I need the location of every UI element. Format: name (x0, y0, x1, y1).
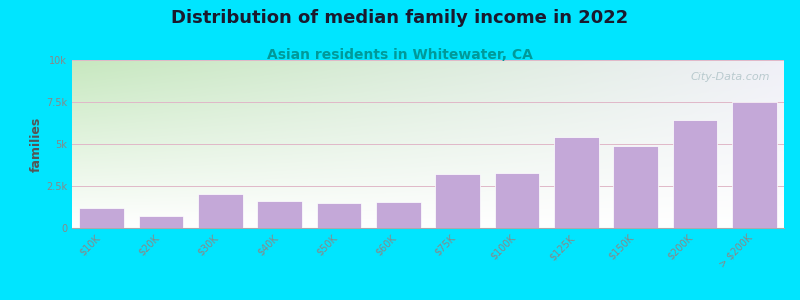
Bar (376, 202, 421, 228)
Bar (673, 121, 718, 228)
Bar (554, 137, 598, 228)
Bar (614, 146, 658, 228)
Bar (435, 174, 480, 228)
Bar (198, 194, 242, 228)
Text: Distribution of median family income in 2022: Distribution of median family income in … (171, 9, 629, 27)
Bar (732, 102, 777, 228)
Bar (317, 203, 362, 228)
Text: City-Data.com: City-Data.com (690, 72, 770, 82)
Bar (258, 201, 302, 228)
Bar (494, 172, 539, 228)
Text: Asian residents in Whitewater, CA: Asian residents in Whitewater, CA (267, 48, 533, 62)
Y-axis label: families: families (30, 116, 43, 172)
Bar (138, 216, 183, 228)
Bar (79, 208, 124, 228)
